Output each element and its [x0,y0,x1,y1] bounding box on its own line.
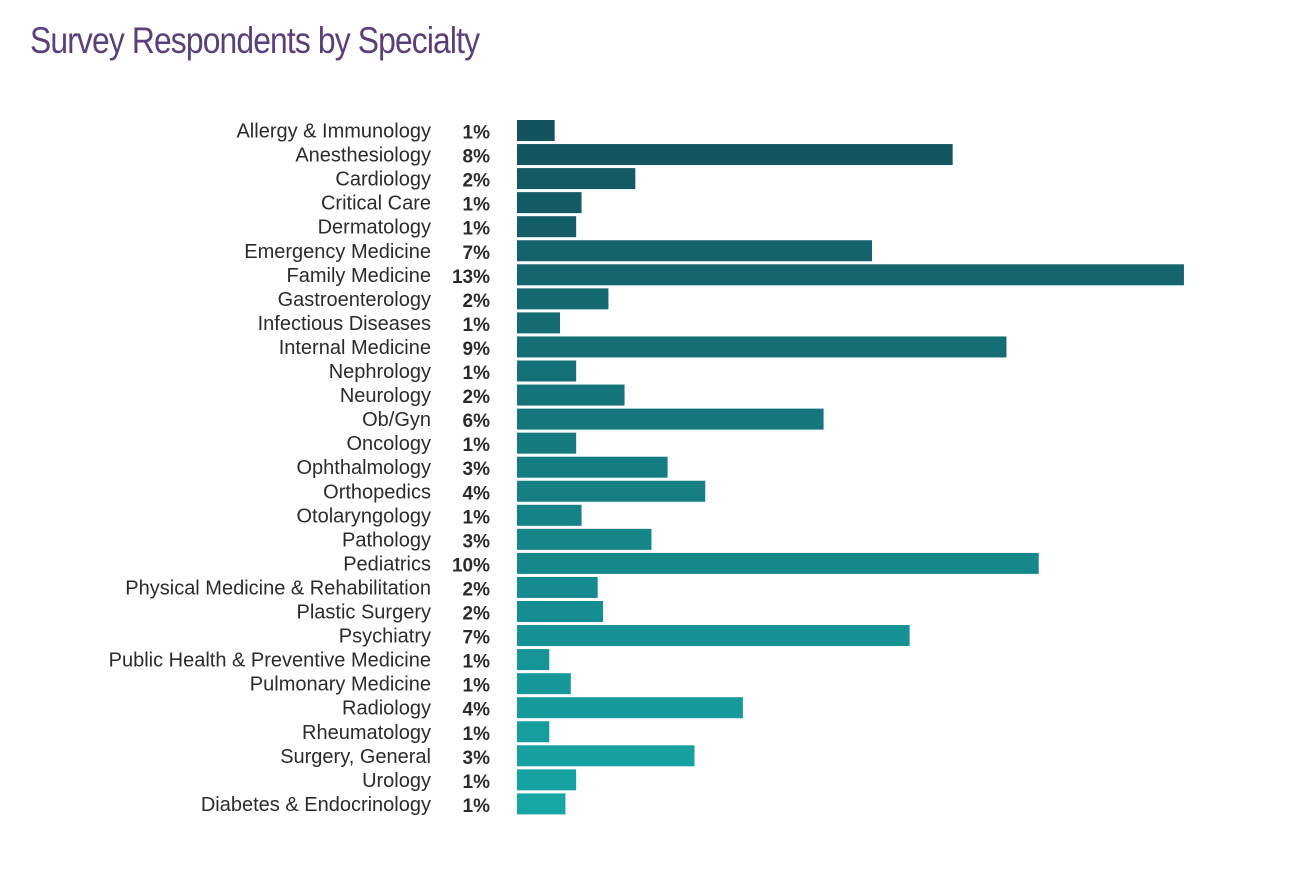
category-label-allergy-and-immunology: Allergy & Immunology [236,121,431,143]
value-label-neurology: 2% [463,387,491,408]
category-label-neurology: Neurology [340,385,431,407]
bar-pulmonary-medicine [517,673,571,695]
value-label-psychiatry: 7% [463,628,491,649]
value-label-internal-medicine: 9% [463,339,491,360]
category-label-internal-medicine: Internal Medicine [279,337,431,359]
bar-orthopedics [517,480,706,502]
value-label-pediatrics: 10% [452,555,490,576]
bar-diabetes-and-endocrinology [517,793,566,815]
category-label-ophthalmology: Ophthalmology [296,457,431,479]
bar-allergy-and-immunology [517,120,555,141]
value-label-family-medicine: 13% [452,267,490,288]
category-label-dermatology: Dermatology [318,217,431,239]
category-label-infectious-diseases: Infectious Diseases [258,313,431,335]
value-label-otolaryngology: 1% [463,507,491,528]
category-label-anesthesiology: Anesthesiology [295,145,431,167]
value-label-surgery-general: 3% [463,748,491,769]
category-label-pulmonary-medicine: Pulmonary Medicine [250,674,431,696]
value-label-dermatology: 1% [463,219,491,240]
bar-oncology [517,432,577,454]
value-label-urology: 1% [463,772,491,793]
value-label-critical-care: 1% [463,195,491,216]
bar-pediatrics [517,552,1039,574]
category-label-emergency-medicine: Emergency Medicine [244,241,431,263]
bar-cardiology [517,168,636,190]
value-label-oncology: 1% [463,435,491,456]
value-label-ophthalmology: 3% [463,459,491,480]
bar-rheumatology [517,721,550,743]
value-label-pulmonary-medicine: 1% [463,676,491,697]
category-label-otolaryngology: Otolaryngology [296,505,431,527]
category-label-plastic-surgery: Plastic Surgery [297,602,432,624]
value-label-emergency-medicine: 7% [463,243,491,264]
category-label-psychiatry: Psychiatry [339,626,431,648]
bar-plastic-surgery [517,601,604,622]
bar-neurology [517,384,625,406]
bar-ophthalmology [517,456,668,478]
category-label-family-medicine: Family Medicine [287,265,431,287]
category-label-surgery-general: Surgery, General [280,746,431,768]
bar-ob-gyn [517,408,824,430]
category-label-gastroenterology: Gastroenterology [278,289,431,311]
value-label-cardiology: 2% [463,171,491,192]
bar-gastroenterology [517,288,609,310]
category-label-radiology: Radiology [342,698,431,720]
category-label-urology: Urology [362,770,431,792]
category-label-cardiology: Cardiology [335,169,431,191]
bar-otolaryngology [517,504,582,526]
category-label-pathology: Pathology [342,529,431,551]
value-label-radiology: 4% [463,700,491,721]
category-label-diabetes-and-endocrinology: Diabetes & Endocrinology [201,794,431,816]
value-label-physical-medicine-and-rehabilitation: 2% [463,579,491,600]
bar-internal-medicine [517,336,1007,358]
value-label-gastroenterology: 2% [463,291,491,312]
category-label-rheumatology: Rheumatology [302,722,431,744]
value-label-plastic-surgery: 2% [463,604,491,625]
bar-emergency-medicine [517,240,872,262]
value-label-allergy-and-immunology: 1% [463,123,491,144]
bar-critical-care [517,192,582,214]
value-label-anesthesiology: 8% [463,147,491,168]
category-label-critical-care: Critical Care [321,193,431,215]
value-label-pathology: 3% [463,531,491,552]
value-label-diabetes-and-endocrinology: 1% [463,796,491,817]
bar-psychiatry [517,625,910,647]
bar-surgery-general [517,745,695,767]
category-label-ob-gyn: Ob/Gyn [362,409,431,431]
value-label-public-health-and-preventive-medicine: 1% [463,652,491,673]
value-label-rheumatology: 1% [463,724,491,745]
category-label-pediatrics: Pediatrics [343,553,431,575]
category-label-physical-medicine-and-rehabilitation: Physical Medicine & Rehabilitation [125,577,431,599]
bar-radiology [517,697,743,719]
value-label-ob-gyn: 6% [463,411,491,432]
bar-pathology [517,528,652,550]
chart-title: Survey Respondents by Specialty [30,20,480,61]
bar-anesthesiology [517,144,953,166]
bar-public-health-and-preventive-medicine [517,649,550,671]
bar-urology [517,769,577,791]
category-label-public-health-and-preventive-medicine: Public Health & Preventive Medicine [109,650,431,672]
category-label-oncology: Oncology [347,433,432,455]
bar-infectious-diseases [517,312,561,334]
bar-dermatology [517,216,577,238]
value-label-nephrology: 1% [463,363,491,384]
category-label-orthopedics: Orthopedics [323,481,431,503]
value-label-orthopedics: 4% [463,483,491,504]
bar-family-medicine [517,264,1184,286]
category-label-nephrology: Nephrology [329,361,431,383]
bar-nephrology [517,360,577,382]
value-label-infectious-diseases: 1% [463,315,491,336]
bar-physical-medicine-and-rehabilitation [517,576,598,598]
